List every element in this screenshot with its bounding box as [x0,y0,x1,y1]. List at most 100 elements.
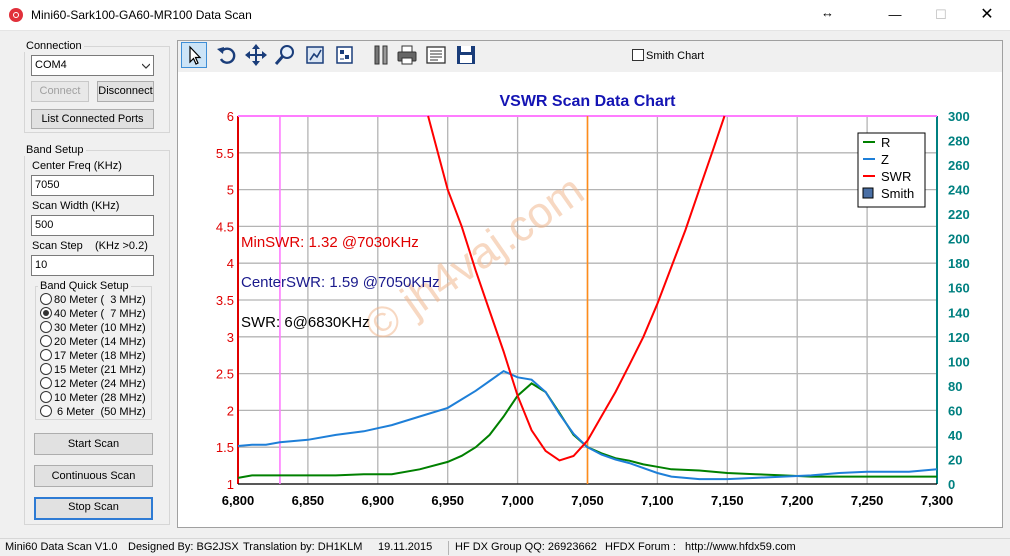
band-radio-0[interactable]: 80 Meter ( 3 MHz) [40,293,146,307]
band-setup-group-label: Band Setup [24,144,86,156]
legend-label: Smith [881,186,914,201]
band-radio-label: 12 Meter (24 MHz) [54,378,146,390]
chart-settings-icon[interactable] [331,42,357,68]
y-right-tick-label: 240 [948,183,970,198]
series-line-swr [427,115,726,462]
save-icon[interactable] [453,42,479,68]
y-left-tick-label: 3.5 [216,293,234,308]
port-select[interactable]: COM4 [31,55,154,76]
y-left-tick-label: 3 [227,330,234,345]
chart-toolbar [178,41,1002,71]
chart-title: VSWR Scan Data Chart [499,93,676,110]
vswr-chart[interactable]: 1 1.5 2 2.5 3 3.5 4 4.5 5 5.5 6 6,800 6,850 6,900 6,95… [178,72,1002,527]
scan-width-input[interactable]: 500 [31,215,154,236]
minimize-button[interactable]: — [888,7,902,22]
x-tick-label: 6,800 [222,493,255,508]
status-designer: Designed By: BG2JSX [128,541,239,553]
chevron-down-icon [142,63,150,69]
list-ports-button[interactable]: List Connected Ports [31,109,154,129]
band-radio-label: 15 Meter (21 MHz) [54,364,146,376]
center-swr-annotation: CenterSWR: 1.59 @7050KHz [241,274,440,291]
x-tick-label: 6,900 [362,493,395,508]
band-radio-6[interactable]: 12 Meter (24 MHz) [40,377,146,391]
pan-icon[interactable] [243,42,269,68]
close-button[interactable]: ✕ [980,6,994,23]
x-tick-label: 7,100 [641,493,674,508]
band-radio-1[interactable]: 40 Meter ( 7 MHz) [40,307,146,321]
legend-label: Z [881,152,889,167]
x-tick-label: 6,950 [431,493,464,508]
radio-button-icon[interactable] [40,405,52,417]
scan-width-label: Scan Width (KHz) [32,200,120,212]
center-freq-input[interactable]: 7050 [31,175,154,196]
radio-button-icon[interactable] [40,307,52,319]
y-left-tick-label: 4.5 [216,219,234,234]
connection-group-label: Connection [24,40,84,52]
y-right-tick-label: 140 [948,305,970,320]
y-right-tick-label: 180 [948,256,970,271]
radio-button-icon[interactable] [40,363,52,375]
radio-button-icon[interactable] [40,377,52,389]
continuous-scan-button[interactable]: Continuous Scan [34,465,153,487]
band-radio-2[interactable]: 30 Meter (10 MHz) [40,321,146,335]
band-radio-7[interactable]: 10 Meter (28 MHz) [40,391,146,405]
smith-chart-checkbox[interactable]: Smith Chart [632,49,704,62]
print-icon[interactable] [394,42,420,68]
min-swr-annotation: MinSWR: 1.32 @7030KHz [241,234,419,251]
band-radio-4[interactable]: 17 Meter (18 MHz) [40,349,146,363]
y-right-tick-label: 60 [948,403,962,418]
radio-button-icon[interactable] [40,321,52,333]
band-radio-5[interactable]: 15 Meter (21 MHz) [40,363,146,377]
scan-step-input[interactable]: 10 [31,255,154,276]
connect-button[interactable]: Connect [31,81,89,102]
print-preview-icon[interactable] [423,42,449,68]
pointer-icon[interactable] [181,42,207,68]
status-version: Mini60 Data Scan V1.0 [5,541,118,553]
y-right-tick-label: 160 [948,281,970,296]
undo-icon[interactable] [214,42,240,68]
disconnect-button[interactable]: Disconnect [97,81,154,102]
x-tick-label: 6,850 [292,493,325,508]
stop-scan-button[interactable]: Stop Scan [34,497,153,520]
y-left-tick-label: 5.5 [216,146,234,161]
y-right-tick-label: 0 [948,477,955,492]
x-tick-label: 7,300 [921,493,954,508]
radio-button-icon[interactable] [40,349,52,361]
x-tick-label: 7,200 [781,493,814,508]
radio-button-icon[interactable] [40,293,52,305]
maximize-button[interactable]: ☐ [935,7,947,22]
band-setup-group [24,150,170,525]
y-right-tick-label: 260 [948,158,970,173]
y-right-tick-label: 280 [948,134,970,149]
band-radio-label: 40 Meter ( 7 MHz) [54,308,146,320]
save-image-icon[interactable] [302,42,328,68]
status-date: 19.11.2015 [378,541,433,553]
y-left-tick-label: 2 [227,403,234,418]
legend-label: SWR [881,169,911,184]
band-radio-label: 17 Meter (18 MHz) [54,350,146,362]
x-tick-label: 7,150 [711,493,744,508]
series-line-z [237,369,938,481]
app-icon [9,8,23,22]
radio-button-icon[interactable] [40,391,52,403]
y-right-tick-label: 100 [948,354,970,369]
connection-group [24,46,170,133]
status-forum: HFDX Forum : http://www.hfdx59.com [605,541,796,553]
scan-step-hint: (KHz >0.2) [95,240,148,252]
status-translator: Translation by: DH1KLM [243,541,363,553]
y-left-tick-label: 2.5 [216,367,234,382]
smith-chart-checkbox-box[interactable] [632,49,644,61]
zoom-icon[interactable] [272,42,298,68]
tools-icon[interactable] [368,42,394,68]
x-tick-label: 7,000 [501,493,534,508]
band-radio-label: 6 Meter (50 MHz) [54,406,146,418]
band-radio-3[interactable]: 20 Meter (14 MHz) [40,335,146,349]
band-radio-label: 20 Meter (14 MHz) [54,336,146,348]
status-group: HF DX Group QQ: 26923662 [455,541,597,553]
band-radio-8[interactable]: 6 Meter (50 MHz) [40,405,146,419]
start-scan-button[interactable]: Start Scan [34,433,153,455]
center-freq-label: Center Freq (KHz) [32,160,122,172]
y-right-tick-label: 80 [948,379,962,394]
radio-button-icon[interactable] [40,335,52,347]
band-radio-label: 30 Meter (10 MHz) [54,322,146,334]
